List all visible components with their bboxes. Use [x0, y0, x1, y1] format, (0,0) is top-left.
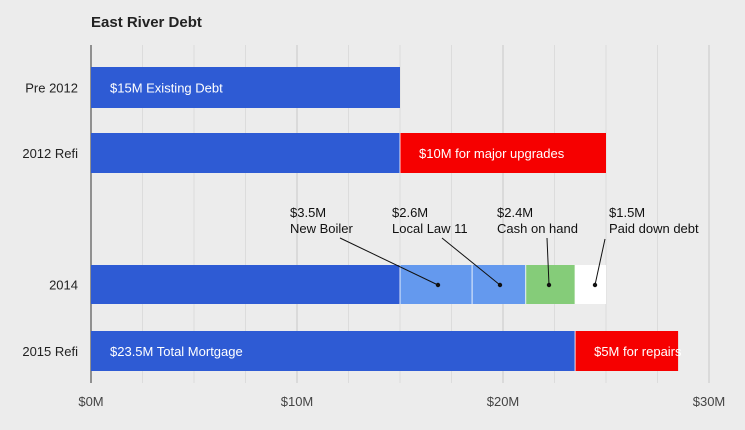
chart-title: East River Debt	[91, 14, 202, 31]
category-label: 2014	[49, 278, 78, 293]
bar-segment	[575, 265, 606, 304]
annotation-text: Cash on hand	[497, 221, 578, 236]
x-tick-label: $0M	[78, 394, 103, 409]
annotation-dot	[497, 282, 503, 288]
annotation-dot	[435, 282, 441, 288]
bar-segment	[91, 331, 576, 371]
data-label: $5M for repairs	[594, 344, 682, 359]
category-label: 2015 Refi	[22, 344, 78, 359]
annotation-dot	[592, 282, 598, 288]
annotation-label: $2.6M Local Law 11	[392, 205, 468, 236]
annotation-text: Paid down debt	[609, 221, 699, 236]
data-label: $10M for major upgrades	[419, 146, 565, 161]
annotation-leader-line	[339, 237, 439, 286]
annotation-amount: $3.5M	[290, 205, 326, 220]
annotation-amount: $2.6M	[392, 205, 428, 220]
bar-segment	[91, 265, 400, 304]
annotation-leader-line	[546, 237, 550, 286]
data-label: $15M Existing Debt	[110, 81, 223, 96]
annotation-dot	[546, 282, 552, 288]
annotation-text: Local Law 11	[392, 221, 468, 236]
annotation-label: $1.5M Paid down debt	[609, 205, 699, 236]
annotation-text: New Boiler	[290, 221, 354, 236]
data-label: $23.5M Total Mortgage	[110, 344, 243, 359]
annotation-label: $2.4M Cash on hand	[497, 205, 578, 236]
annotation-leader-line	[441, 237, 501, 286]
category-label: Pre 2012	[25, 81, 78, 96]
annotation-leader-line	[594, 238, 606, 286]
x-tick-label: $20M	[487, 394, 520, 409]
bar-segment	[91, 67, 400, 108]
bar-segment	[91, 133, 400, 173]
category-label: 2012 Refi	[22, 146, 78, 161]
x-tick-label: $10M	[281, 394, 314, 409]
annotation-amount: $1.5M	[609, 205, 645, 220]
x-tick-label: $30M	[693, 394, 726, 409]
bar-segment	[575, 331, 679, 371]
annotation-amount: $2.4M	[497, 205, 533, 220]
bar-segment	[400, 133, 606, 173]
annotation-label: $3.5M New Boiler	[290, 205, 354, 236]
